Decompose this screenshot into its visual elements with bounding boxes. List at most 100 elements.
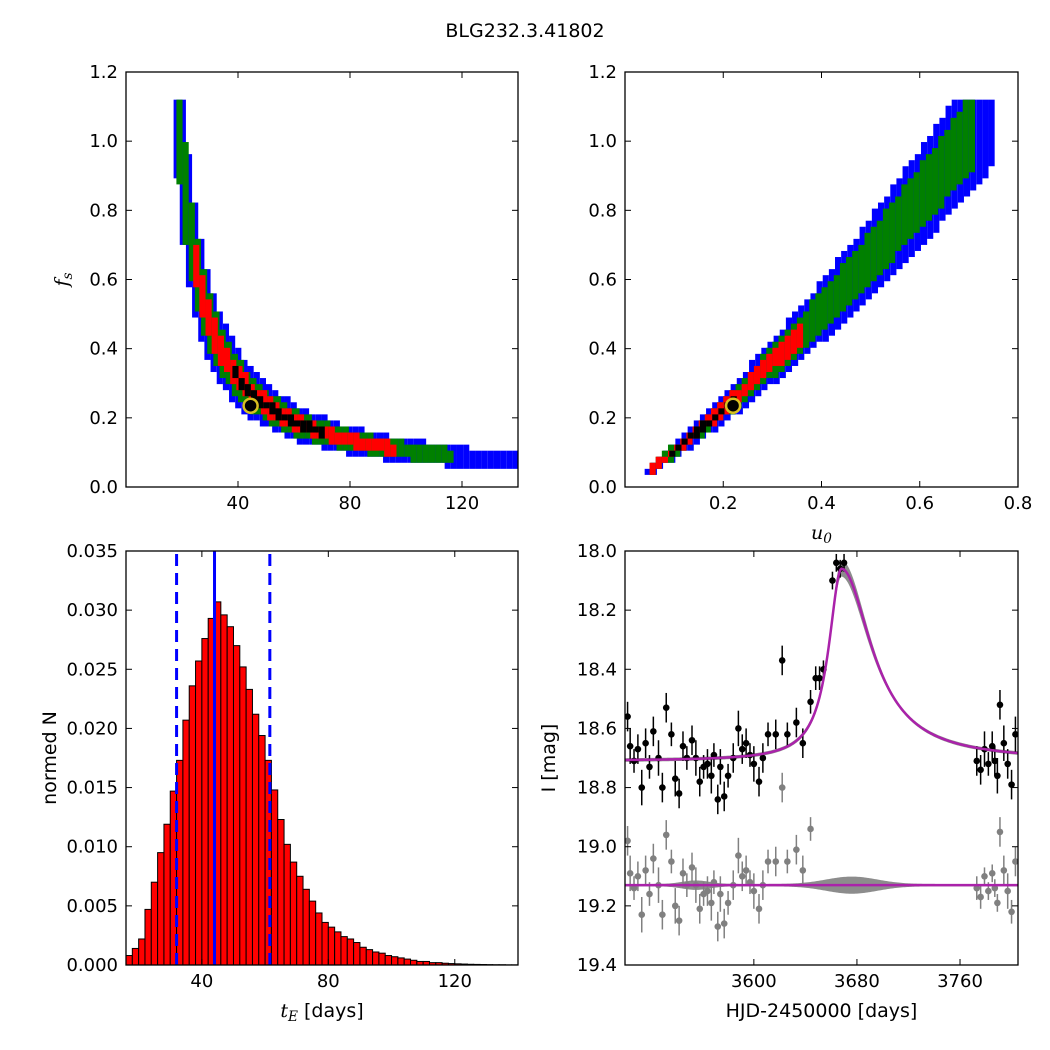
data-point xyxy=(704,887,711,895)
x-tick-label: 40 xyxy=(190,971,213,992)
y-tick-label: 0.4 xyxy=(588,339,617,360)
region-cell xyxy=(199,275,206,318)
data-point xyxy=(720,793,728,800)
y-tick-label: 18.6 xyxy=(577,718,617,739)
data-point xyxy=(642,867,649,874)
hist-bar xyxy=(188,685,197,965)
data-point xyxy=(973,757,981,765)
region-cell xyxy=(687,432,694,439)
region-cell xyxy=(232,365,239,379)
region-cell xyxy=(410,444,417,463)
hist-bar xyxy=(157,852,165,965)
region-cell xyxy=(328,426,335,445)
data-point xyxy=(708,772,715,780)
data-point xyxy=(662,704,670,712)
data-point xyxy=(996,828,1004,836)
data-point xyxy=(816,674,823,682)
hist-bar xyxy=(126,955,133,965)
hist-bar xyxy=(315,912,323,965)
y-tick-label: 0.0 xyxy=(89,477,118,498)
x-tick-label: 0.8 xyxy=(1004,493,1033,514)
region-cell xyxy=(398,438,405,457)
region-cell xyxy=(882,208,890,270)
region-cell xyxy=(827,281,834,324)
region-cell xyxy=(447,450,454,463)
region-2sigma xyxy=(649,99,976,475)
data-point xyxy=(714,923,722,930)
hist-bar xyxy=(308,900,317,965)
data-point xyxy=(778,657,786,664)
data-point xyxy=(638,784,646,791)
y-tick-label: 0.005 xyxy=(66,896,118,917)
region-cell xyxy=(428,444,436,463)
y-tick-label: 19.4 xyxy=(577,955,617,976)
data-point xyxy=(746,878,754,886)
data-point xyxy=(710,878,718,886)
y-tick-label: 0.020 xyxy=(66,718,118,739)
hist-bar xyxy=(150,881,159,965)
x-axis-label: tE [days] xyxy=(280,1000,363,1025)
data-point xyxy=(996,701,1004,709)
data-point xyxy=(659,911,666,919)
region-cell xyxy=(778,341,785,366)
y-tick-label: 18.0 xyxy=(577,541,617,562)
region-cell xyxy=(919,160,926,227)
region-cell xyxy=(803,311,810,348)
region-cell xyxy=(275,408,282,421)
region-cell xyxy=(821,287,828,330)
region-cell xyxy=(306,420,313,433)
region-cell xyxy=(790,329,797,354)
region-cell xyxy=(217,335,224,366)
hist-bar xyxy=(277,819,285,965)
region-cell xyxy=(925,154,933,221)
hist-bar xyxy=(251,713,260,965)
region-cell xyxy=(675,444,682,451)
plot-area-top-right xyxy=(644,99,995,475)
y-tick-label: 0.000 xyxy=(66,955,118,976)
hist-bar xyxy=(321,921,329,965)
region-cell xyxy=(312,426,319,433)
data-point xyxy=(650,728,657,735)
region-cell xyxy=(378,438,385,451)
data-point xyxy=(720,920,728,927)
region-cell xyxy=(681,438,688,445)
y-tick-label: 0.8 xyxy=(89,200,118,221)
region-cell xyxy=(404,444,411,457)
region-cell xyxy=(833,275,840,318)
data-point xyxy=(735,852,742,859)
region-core xyxy=(232,365,325,439)
data-point xyxy=(717,890,724,898)
hist-bar xyxy=(270,789,279,965)
y-tick-label: 0.8 xyxy=(588,200,617,221)
plot-area-bottom-left xyxy=(126,551,518,965)
model-curve xyxy=(625,567,1018,762)
y-tick-label: 0.4 xyxy=(89,339,118,360)
hist-bar xyxy=(258,735,266,965)
data-point xyxy=(764,858,772,865)
region-cell xyxy=(512,450,518,469)
data-point xyxy=(1008,781,1015,788)
hist-bar xyxy=(245,688,253,965)
data-point xyxy=(772,858,780,865)
best-fit-marker xyxy=(242,397,259,414)
region-cell xyxy=(269,402,276,415)
panel-bottom-right: 3600 3680 3760 18.0 18.2 18.4 18.6 18.8 19.0 19.2… xyxy=(538,541,1019,1022)
region-cell xyxy=(950,117,957,191)
data-point xyxy=(738,872,746,880)
data-point xyxy=(1004,887,1011,895)
data-point xyxy=(696,905,704,913)
region-cell xyxy=(263,402,270,409)
hist-bar xyxy=(302,888,310,965)
hist-bar xyxy=(220,614,228,965)
hist-bar xyxy=(296,875,304,965)
hist-bar xyxy=(391,956,399,965)
data-point xyxy=(688,864,696,871)
region-cell xyxy=(244,384,251,397)
data-point xyxy=(688,736,696,744)
y-tick-label: 0.0 xyxy=(588,477,617,498)
region-cell xyxy=(747,372,754,391)
x-tick-label: 0.4 xyxy=(807,493,836,514)
region-cell xyxy=(371,438,378,451)
region-cell xyxy=(341,432,348,445)
data-point xyxy=(735,725,742,732)
